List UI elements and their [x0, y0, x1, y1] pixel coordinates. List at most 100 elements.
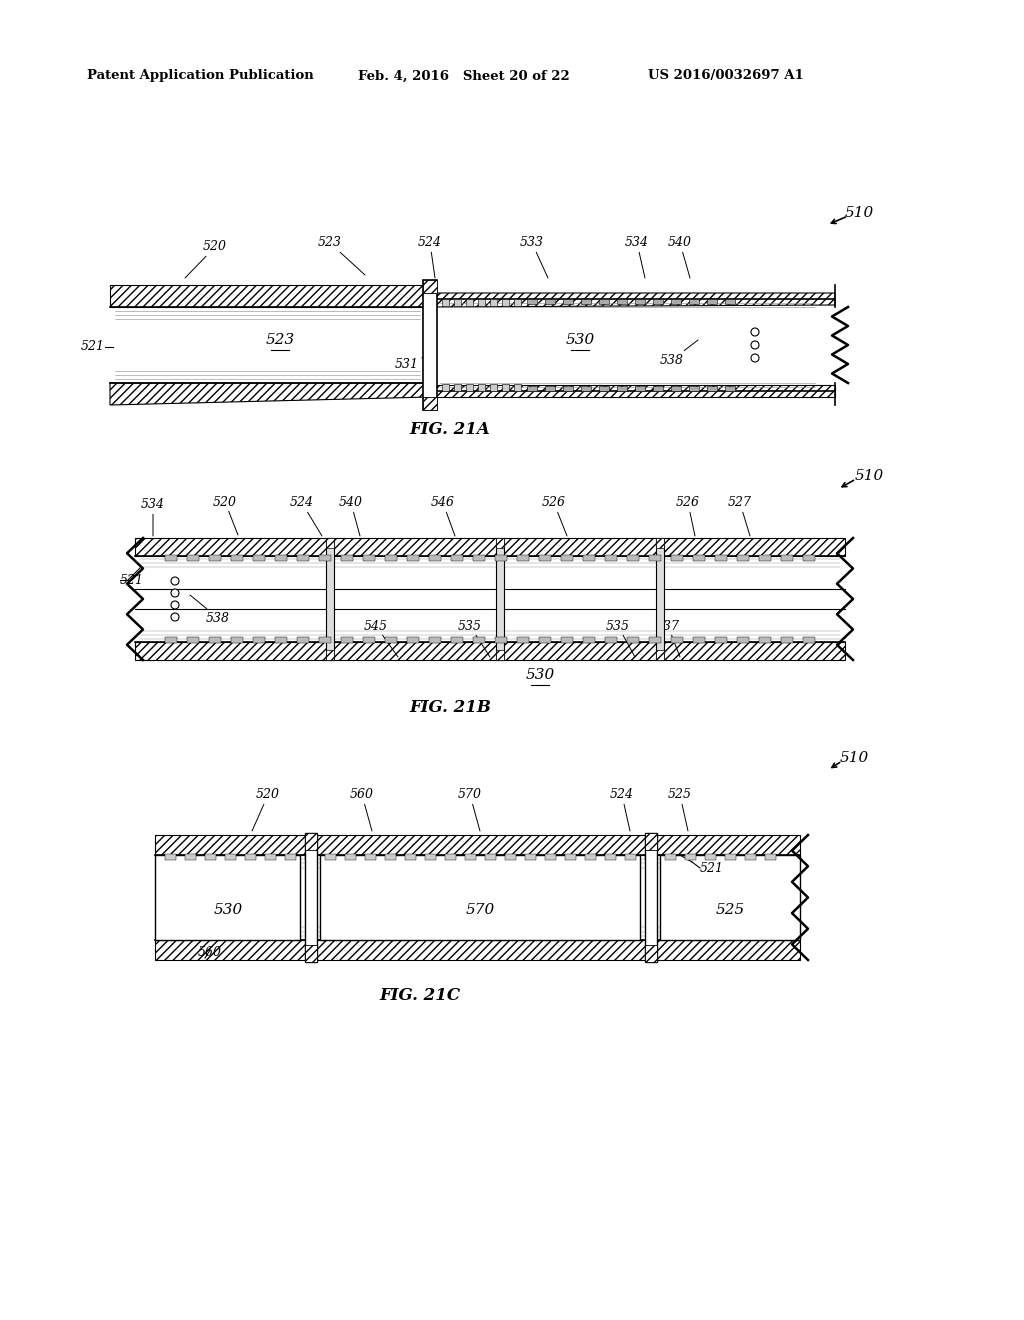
Bar [656, 539, 664, 660]
Bar [319, 638, 331, 643]
Bar [326, 539, 334, 660]
Text: 533: 533 [520, 236, 548, 279]
Bar [155, 855, 300, 940]
Bar [737, 638, 749, 643]
Bar [110, 308, 835, 383]
Bar [514, 384, 521, 391]
Bar [649, 554, 662, 561]
Bar [685, 854, 696, 861]
Bar [135, 539, 845, 556]
Bar [627, 554, 639, 561]
Bar [527, 385, 537, 391]
Bar [442, 300, 449, 306]
Bar [625, 854, 636, 861]
Text: 520: 520 [185, 240, 227, 279]
Bar [517, 554, 529, 561]
Bar [671, 554, 683, 561]
Bar [385, 554, 397, 561]
Bar [635, 300, 645, 304]
Text: 527: 527 [728, 496, 752, 536]
Bar [345, 854, 356, 861]
Bar [495, 554, 507, 561]
Text: 534: 534 [625, 236, 649, 279]
Bar [231, 554, 243, 561]
Bar [297, 638, 309, 643]
Bar [545, 854, 556, 861]
Circle shape [171, 577, 179, 585]
Bar [502, 384, 509, 391]
Bar [759, 638, 771, 643]
Bar [253, 638, 265, 643]
Bar [362, 554, 375, 561]
Text: 551: 551 [328, 879, 352, 891]
Bar [745, 854, 756, 861]
Bar [645, 854, 656, 861]
Bar [341, 554, 353, 561]
Bar [545, 385, 555, 391]
Bar [737, 554, 749, 561]
Bar [209, 638, 221, 643]
Bar [665, 854, 676, 861]
Text: Feb. 4, 2016   Sheet 20 of 22: Feb. 4, 2016 Sheet 20 of 22 [358, 70, 569, 82]
Text: 510: 510 [855, 469, 885, 483]
Bar [423, 280, 437, 293]
Bar [715, 638, 727, 643]
Bar [209, 554, 221, 561]
Bar [585, 854, 596, 861]
Text: 570: 570 [458, 788, 482, 832]
Bar [561, 554, 573, 561]
Bar [627, 638, 639, 643]
Text: FIG. 21A: FIG. 21A [410, 421, 490, 438]
Bar [545, 300, 555, 304]
Bar [155, 940, 800, 960]
Bar [187, 638, 199, 643]
Circle shape [171, 601, 179, 609]
Bar [781, 638, 793, 643]
Bar [656, 539, 664, 548]
Text: FIG. 21B: FIG. 21B [409, 700, 490, 717]
Bar [454, 300, 461, 306]
Text: Patent Application Publication: Patent Application Publication [87, 70, 313, 82]
Bar [478, 300, 485, 306]
Text: 525: 525 [716, 903, 744, 916]
Text: 520: 520 [252, 788, 280, 832]
Bar [326, 649, 334, 660]
Text: 537: 537 [656, 619, 680, 657]
Text: 523: 523 [318, 236, 365, 275]
Bar [442, 384, 449, 391]
Bar [429, 638, 441, 643]
Bar [385, 638, 397, 643]
Bar [275, 554, 287, 561]
Text: 540: 540 [339, 496, 362, 536]
Bar [645, 833, 657, 962]
Bar [803, 554, 815, 561]
Text: 510: 510 [840, 751, 869, 766]
Bar [539, 638, 551, 643]
Text: 524: 524 [418, 236, 442, 279]
Bar [253, 554, 265, 561]
Bar [305, 945, 317, 962]
Text: 530: 530 [565, 333, 595, 347]
Bar [502, 300, 509, 306]
Text: 535: 535 [458, 619, 490, 657]
Bar [325, 854, 336, 861]
Bar [599, 300, 609, 304]
Text: 545: 545 [364, 619, 398, 657]
Bar [759, 554, 771, 561]
Polygon shape [430, 385, 835, 397]
Bar [563, 385, 573, 391]
Text: 538: 538 [660, 341, 698, 367]
Circle shape [751, 354, 759, 362]
Bar [365, 854, 376, 861]
Bar [605, 554, 617, 561]
Bar [496, 649, 504, 660]
Text: 523: 523 [265, 333, 295, 347]
Bar [165, 554, 177, 561]
Bar [425, 854, 436, 861]
Bar [645, 833, 657, 850]
Bar [305, 833, 317, 850]
Bar [275, 638, 287, 643]
Bar [707, 300, 717, 304]
Text: 510: 510 [845, 206, 874, 220]
Bar [671, 300, 681, 304]
